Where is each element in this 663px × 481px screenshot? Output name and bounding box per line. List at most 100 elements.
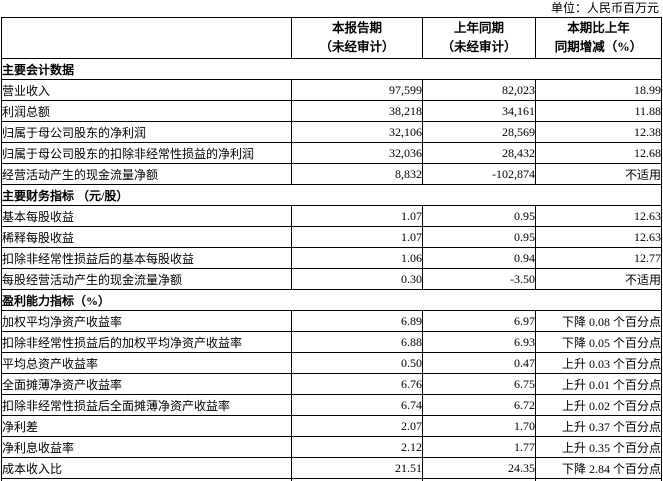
row-label: 全面摊薄净资产收益率: [1, 373, 292, 395]
header-current-line2: （未经审计）: [319, 40, 395, 54]
table-row: 成本收入比 21.51 24.35 下降 2.84 个百分点: [1, 457, 662, 479]
value-change: 不适用: [535, 163, 662, 185]
value-prior-period: 82,023: [422, 79, 536, 101]
value-change: 12.77: [535, 247, 662, 269]
table-row: 扣除非经常性损益后的基本每股收益 1.06 0.94 12.77: [1, 247, 662, 269]
table-row: 扣除非经常性损益后的加权平均净资产收益率 6.88 6.93 下降 0.05 个百分点: [1, 331, 662, 353]
value-prior-period: 0.94: [422, 247, 536, 269]
table-row: 归属于母公司股东的净利润 32,106 28,569 12.38: [1, 121, 662, 143]
value-current-period: 21.51: [291, 457, 423, 479]
value-change: 上升 0.35 个百分点: [535, 436, 662, 458]
value-current-period: 2.07: [291, 415, 423, 437]
table-row: 净利息收益率 2.12 1.77 上升 0.35 个百分点: [1, 436, 662, 458]
value-prior-period: 0.95: [422, 205, 536, 227]
row-label: 经营活动产生的现金流量净额: [1, 163, 292, 185]
table-row: 加权平均净资产收益率 6.89 6.97 下降 0.08 个百分点: [1, 310, 662, 332]
value-prior-period: 6.93: [422, 331, 536, 353]
partial-cell: [535, 478, 662, 481]
header-empty-cell: [1, 17, 292, 59]
header-row: 本报告期 （未经审计） 上年同期 （未经审计） 本期比上年 同期增减（%）: [1, 17, 662, 59]
value-change: 12.63: [535, 205, 662, 227]
row-label: 归属于母公司股东的净利润: [1, 121, 292, 143]
table-row: 净利差 2.07 1.70 上升 0.37 个百分点: [1, 415, 662, 437]
header-prior-period: 上年同期 （未经审计）: [422, 17, 536, 59]
row-label: 稀释每股收益: [1, 226, 292, 248]
table-row: 归属于母公司股东的扣除非经常性损益的净利润 32,036 28,432 12.68: [1, 142, 662, 164]
value-current-period: 97,599: [291, 79, 423, 101]
value-change: 上升 0.37 个百分点: [535, 415, 662, 437]
value-current-period: 1.07: [291, 205, 423, 227]
value-change: 上升 0.01 个百分点: [535, 373, 662, 395]
value-current-period: 0.30: [291, 268, 423, 290]
table-row: 每股经营活动产生的现金流量净额 0.30 -3.50 不适用: [1, 268, 662, 290]
section-row: 主要会计数据: [1, 58, 662, 80]
row-label: 每股经营活动产生的现金流量净额: [1, 268, 292, 290]
value-current-period: 6.74: [291, 394, 423, 416]
row-label: 净利差: [1, 415, 292, 437]
value-change: 下降 0.05 个百分点: [535, 331, 662, 353]
table-row: 扣除非经常性损益后全面摊薄净资产收益率 6.74 6.72 上升 0.02 个百分点: [1, 394, 662, 416]
section-title: 盈利能力指标（%）: [1, 289, 662, 311]
unit-label: 单位：人民币百万元: [550, 1, 659, 15]
value-prior-period: 6.75: [422, 373, 536, 395]
row-label: 加权平均净资产收益率: [1, 310, 292, 332]
financial-summary-table: 本报告期 （未经审计） 上年同期 （未经审计） 本期比上年 同期增减（%） 主要…: [1, 17, 662, 481]
row-label: 营业收入: [1, 79, 292, 101]
row-label: 净利息收益率: [1, 436, 292, 458]
section-row: 盈利能力指标（%）: [1, 289, 662, 311]
value-prior-period: 6.97: [422, 310, 536, 332]
row-label: 利润总额: [1, 100, 292, 122]
row-label: 归属于母公司股东的扣除非经常性损益的净利润: [1, 142, 292, 164]
value-current-period: 6.88: [291, 331, 423, 353]
table-row: 基本每股收益 1.07 0.95 12.63: [1, 205, 662, 227]
value-current-period: 32,036: [291, 142, 423, 164]
value-prior-period: 0.95: [422, 226, 536, 248]
value-change: 上升 0.02 个百分点: [535, 394, 662, 416]
row-label: 成本收入比: [1, 457, 292, 479]
value-change: 不适用: [535, 268, 662, 290]
value-prior-period: 24.35: [422, 457, 536, 479]
header-change-line2: 同期增减（%）: [554, 40, 643, 54]
value-change: 下降 2.84 个百分点: [535, 457, 662, 479]
section-title: 主要财务指标 （元/股）: [1, 184, 662, 206]
row-label: 基本每股收益: [1, 205, 292, 227]
value-change: 12.63: [535, 226, 662, 248]
header-prior-line2: （未经审计）: [441, 40, 517, 54]
value-current-period: 38,218: [291, 100, 423, 122]
value-current-period: 6.76: [291, 373, 423, 395]
table-row: 经营活动产生的现金流量净额 8,832 -102,874 不适用: [1, 163, 662, 185]
value-prior-period: -3.50: [422, 268, 536, 290]
table-row: 平均总资产收益率 0.50 0.47 上升 0.03 个百分点: [1, 352, 662, 374]
value-current-period: 1.07: [291, 226, 423, 248]
partial-row: [1, 478, 662, 481]
header-current-period: 本报告期 （未经审计）: [291, 17, 423, 59]
value-current-period: 32,106: [291, 121, 423, 143]
value-current-period: 6.89: [291, 310, 423, 332]
section-row: 主要财务指标 （元/股）: [1, 184, 662, 206]
value-change: 12.68: [535, 142, 662, 164]
value-prior-period: 34,161: [422, 100, 536, 122]
value-prior-period: -102,874: [422, 163, 536, 185]
value-prior-period: 28,432: [422, 142, 536, 164]
row-label: 扣除非经常性损益后全面摊薄净资产收益率: [1, 394, 292, 416]
header-current-line1: 本报告期: [331, 21, 382, 35]
value-change: 上升 0.03 个百分点: [535, 352, 662, 374]
value-prior-period: 28,569: [422, 121, 536, 143]
value-change: 18.99: [535, 79, 662, 101]
value-prior-period: 0.47: [422, 352, 536, 374]
value-current-period: 1.06: [291, 247, 423, 269]
table-row: 营业收入 97,599 82,023 18.99: [1, 79, 662, 101]
value-change: 12.38: [535, 121, 662, 143]
value-prior-period: 6.72: [422, 394, 536, 416]
value-change: 11.88: [535, 100, 662, 122]
header-change-line1: 本期比上年: [567, 21, 630, 35]
table-row: 全面摊薄净资产收益率 6.76 6.75 上升 0.01 个百分点: [1, 373, 662, 395]
row-label: 平均总资产收益率: [1, 352, 292, 374]
value-current-period: 8,832: [291, 163, 423, 185]
value-current-period: 0.50: [291, 352, 423, 374]
header-prior-line1: 上年同期: [453, 21, 504, 35]
row-label: 扣除非经常性损益后的加权平均净资产收益率: [1, 331, 292, 353]
row-label: 扣除非经常性损益后的基本每股收益: [1, 247, 292, 269]
header-change: 本期比上年 同期增减（%）: [535, 17, 662, 59]
